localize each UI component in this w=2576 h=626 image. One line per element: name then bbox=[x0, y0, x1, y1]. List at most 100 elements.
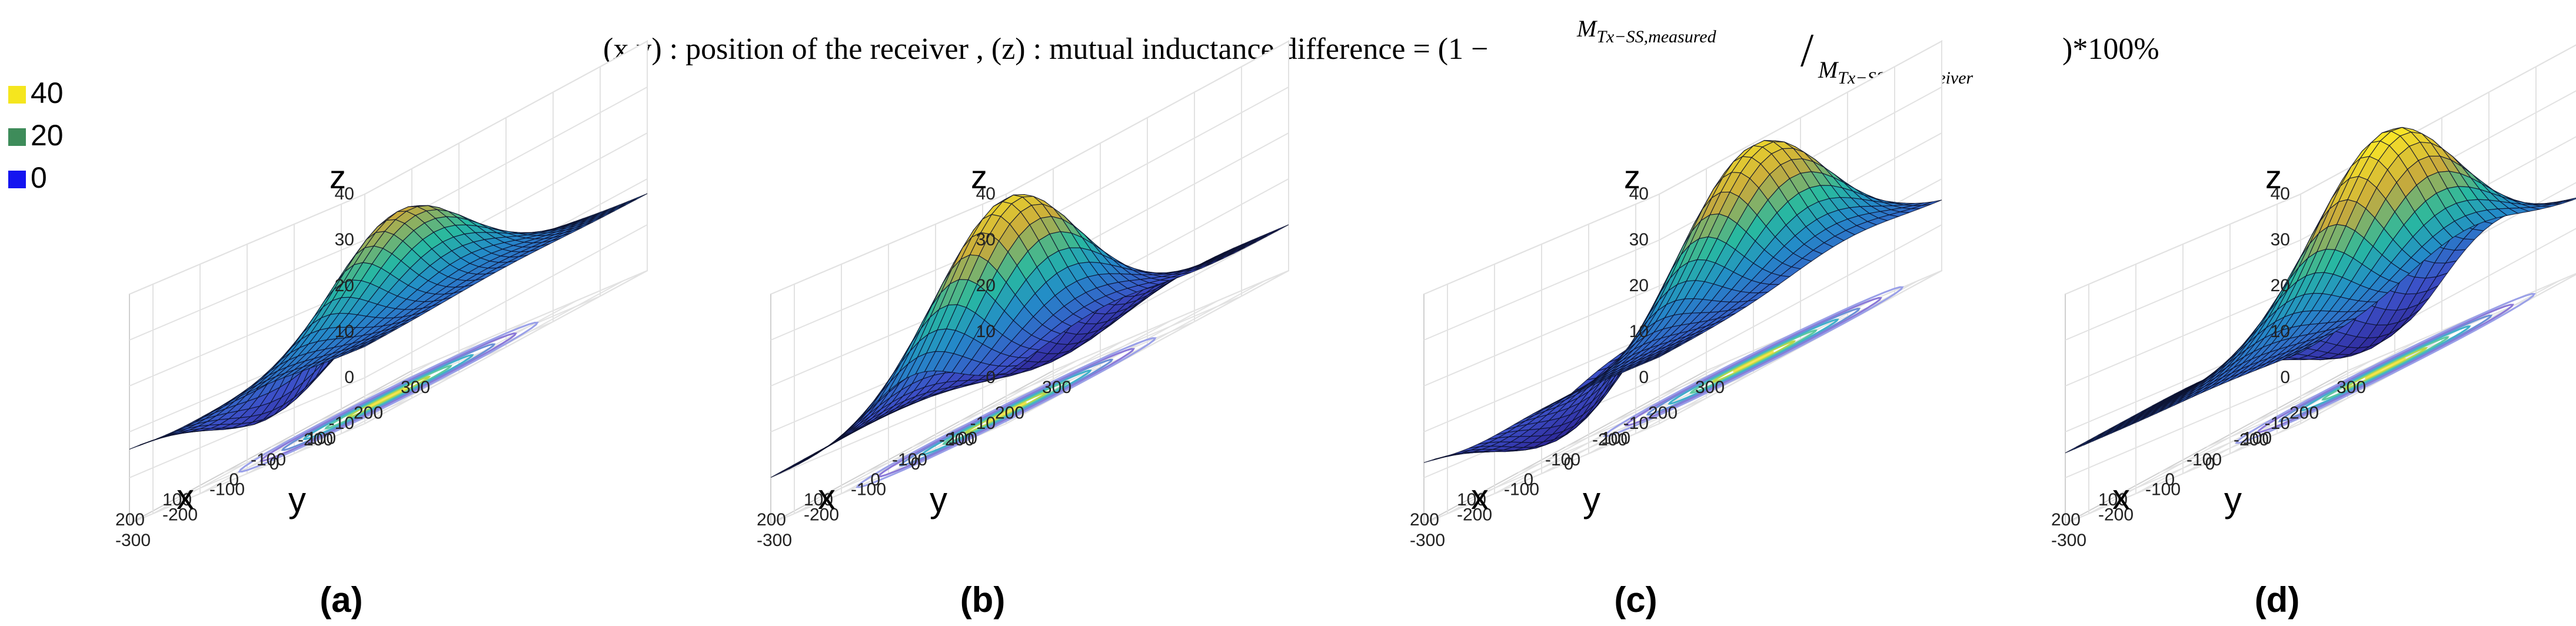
contour-line bbox=[1624, 297, 1883, 427]
contour-line bbox=[1689, 329, 1818, 394]
contour-line bbox=[1603, 286, 1904, 437]
x-tick-label: -200 bbox=[939, 430, 974, 449]
header-formula: (x,y) : position of the receiver , (z) :… bbox=[603, 15, 2159, 88]
y-tick-label: -200 bbox=[1457, 505, 1492, 525]
y-tick-label: -200 bbox=[804, 505, 839, 525]
y-tick-label: -200 bbox=[2098, 505, 2134, 525]
x-tick-label: 100 bbox=[2098, 490, 2128, 510]
x-tick-label: -100 bbox=[892, 450, 927, 470]
y-tick-label: -100 bbox=[2145, 480, 2181, 499]
panel-caption: (b) bbox=[960, 580, 1006, 620]
y-tick-label: 300 bbox=[2337, 378, 2366, 397]
z-axis-label: z bbox=[2265, 158, 2282, 195]
y-axis-label: y bbox=[930, 480, 947, 520]
x-tick-label: -200 bbox=[298, 430, 333, 449]
legend-entry: 40 bbox=[8, 76, 64, 109]
surface bbox=[129, 193, 648, 450]
x-tick-label: 200 bbox=[115, 510, 145, 530]
formula-numerator-sub: Tx−SS,measured bbox=[1596, 27, 1716, 46]
legend-swatch bbox=[8, 171, 26, 188]
x-tick-label: 100 bbox=[1457, 490, 1486, 510]
contour-line bbox=[920, 369, 1092, 456]
panel-caption: (d) bbox=[2255, 580, 2300, 620]
legend-swatch bbox=[8, 86, 26, 104]
legend-label: 40 bbox=[31, 76, 64, 109]
contour-line bbox=[1646, 308, 1861, 416]
contour-line bbox=[281, 343, 496, 451]
contour-line bbox=[324, 365, 452, 429]
surface bbox=[1423, 140, 1942, 463]
y-tick-label: 100 bbox=[948, 429, 977, 448]
y-tick-label: 100 bbox=[2242, 429, 2272, 448]
y-axis-label: y bbox=[2224, 480, 2242, 520]
contour-line bbox=[2278, 314, 2493, 422]
contour-line bbox=[302, 354, 474, 441]
z-tick-label: 20 bbox=[1629, 276, 1649, 295]
x-tick-label: -100 bbox=[2186, 450, 2222, 470]
contour-line bbox=[2342, 347, 2428, 390]
z-tick-label: 20 bbox=[335, 276, 354, 295]
z-tick-label: 20 bbox=[976, 276, 996, 295]
y-tick-label: -300 bbox=[115, 531, 151, 550]
z-tick-label: -10 bbox=[970, 414, 996, 433]
y-tick-label: -300 bbox=[757, 531, 792, 550]
y-tick-label: 200 bbox=[2289, 403, 2319, 422]
color-legend: 40 20 0 bbox=[8, 76, 64, 194]
y-tick-label: 300 bbox=[401, 378, 430, 397]
y-tick-label: 0 bbox=[2205, 454, 2215, 474]
formula-tail: )*100% bbox=[2062, 32, 2159, 66]
y-tick-label: 100 bbox=[1601, 429, 1630, 448]
y-tick-label: -300 bbox=[1410, 531, 1445, 550]
x-axis-label: x bbox=[818, 477, 836, 517]
y-tick-label: 300 bbox=[1695, 378, 1725, 397]
legend-entry: 20 bbox=[8, 119, 64, 152]
z-tick-label: 30 bbox=[1629, 230, 1649, 249]
z-tick-label: 10 bbox=[335, 322, 354, 341]
z-tick-label: 10 bbox=[976, 322, 996, 341]
legend-label: 0 bbox=[31, 161, 47, 194]
y-tick-label: -100 bbox=[1504, 480, 1539, 499]
x-tick-label: 0 bbox=[1523, 470, 1533, 490]
surface-patch bbox=[1650, 351, 1670, 361]
contour-line bbox=[259, 332, 518, 462]
x-tick-label: 0 bbox=[870, 470, 880, 490]
x-axis-label: x bbox=[177, 477, 194, 517]
z-tick-label: 0 bbox=[1639, 368, 1649, 387]
y-tick-label: -100 bbox=[209, 480, 245, 499]
panel-caption: (a) bbox=[319, 580, 362, 620]
z-tick-label: 40 bbox=[335, 184, 354, 204]
x-tick-label: 200 bbox=[1410, 510, 1439, 530]
chart-panel-3: 403020100-102001000-100-200-300-200-1000… bbox=[1410, 40, 1942, 620]
x-tick-label: 0 bbox=[2165, 470, 2175, 490]
contour-line bbox=[2364, 358, 2407, 379]
x-tick-label: 200 bbox=[2051, 510, 2081, 530]
y-tick-label: 200 bbox=[995, 403, 1024, 422]
formula-numerator: M bbox=[1576, 15, 1598, 42]
contour-line bbox=[856, 337, 1157, 488]
z-axis-label: z bbox=[1624, 158, 1640, 195]
contour-line bbox=[2256, 304, 2515, 433]
surface-patch bbox=[2291, 345, 2312, 357]
svg-text:MTx−SS,measured: MTx−SS,measured bbox=[1576, 15, 1717, 46]
x-tick-label: 200 bbox=[757, 510, 786, 530]
z-tick-label: 40 bbox=[976, 184, 996, 204]
x-tick-label: 0 bbox=[229, 470, 239, 490]
y-tick-label: 300 bbox=[1042, 378, 1071, 397]
y-tick-label: 200 bbox=[1648, 403, 1678, 422]
surface-patch bbox=[355, 340, 376, 351]
x-axis-label: x bbox=[2112, 477, 2130, 517]
gridline bbox=[2088, 360, 2372, 514]
z-tick-label: 0 bbox=[344, 368, 354, 387]
contour-line bbox=[1710, 340, 1796, 383]
z-axis-label: z bbox=[971, 158, 987, 195]
y-tick-label: 200 bbox=[354, 403, 383, 422]
svg-text:(x,y) : position of the receiv: (x,y) : position of the receiver , (z) :… bbox=[603, 32, 1488, 66]
contour-line bbox=[345, 375, 431, 419]
contour-line bbox=[985, 402, 1027, 424]
y-tick-label: 0 bbox=[269, 454, 279, 474]
formula-lead: (x,y) : position of the receiver , (z) :… bbox=[603, 32, 1488, 66]
x-tick-label: -100 bbox=[1545, 450, 1580, 470]
z-tick-label: 40 bbox=[1629, 184, 1649, 204]
y-tick-label: -300 bbox=[2051, 531, 2086, 550]
